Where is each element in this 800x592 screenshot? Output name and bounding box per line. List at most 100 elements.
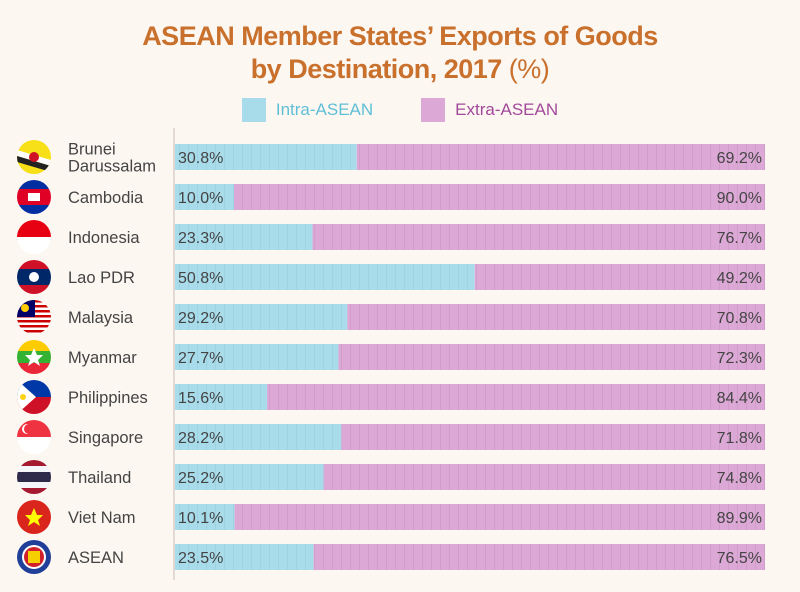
- category-label: Lao PDR: [68, 269, 135, 287]
- bar-extra-asean: [234, 184, 765, 210]
- legend-item-intra: Intra-ASEAN: [241, 98, 374, 122]
- data-label-extra: 89.9%: [717, 510, 762, 527]
- flag-body: [17, 180, 51, 214]
- data-label-extra: 90.0%: [717, 190, 762, 207]
- bar-row: Indonesia 23.3% 76.7%: [68, 224, 765, 250]
- bar-row: Cambodia 10.0% 90.0%: [68, 184, 765, 210]
- data-label-intra: 10.1%: [178, 510, 223, 527]
- category-label: Philippines: [68, 389, 148, 407]
- bar-row: ASEAN 23.5% 76.5%: [68, 544, 765, 570]
- bar-row: Philippines 15.6% 84.4%: [68, 384, 765, 410]
- laos-flag-icon: [17, 260, 51, 294]
- flag-part: [17, 380, 36, 414]
- flag-part: [17, 363, 51, 374]
- flag-part: [17, 285, 51, 294]
- flag-body: [17, 380, 51, 414]
- data-label-intra: 10.0%: [178, 190, 223, 207]
- data-label-intra: 29.2%: [178, 310, 223, 327]
- legend-label-intra: Intra-ASEAN: [275, 100, 374, 119]
- legend-label-extra: Extra-ASEAN: [455, 100, 559, 119]
- bar-extra-asean: [474, 264, 765, 290]
- flag-part: [17, 180, 51, 189]
- category-label: Thailand: [68, 469, 131, 487]
- data-label-intra: 23.3%: [178, 230, 223, 247]
- data-label-intra: 15.6%: [178, 390, 223, 407]
- bar-intra-asean: [175, 384, 268, 410]
- bar-intra-asean: [175, 304, 348, 330]
- brunei-flag-icon: [17, 140, 51, 174]
- flag-part: [17, 320, 51, 323]
- bar-row: Lao PDR 50.8% 49.2%: [68, 264, 765, 290]
- flag-body: [17, 300, 51, 334]
- bar-row: Singapore 28.2% 71.8%: [68, 424, 765, 450]
- chart-title-line2: by Destination, 2017: [250, 54, 503, 84]
- bar-row: Viet Nam 10.1% 89.9%: [68, 504, 766, 530]
- category-label: ASEAN: [68, 549, 124, 567]
- data-label-intra: 23.5%: [178, 550, 223, 567]
- flag-part: [20, 394, 26, 400]
- flag-part: [17, 482, 51, 488]
- myanmar-flag-icon: [17, 340, 51, 374]
- category-label: Darussalam: [68, 158, 156, 176]
- bar-row: Myanmar 27.7% 72.3%: [68, 344, 765, 370]
- philippines-flag-icon: [17, 380, 51, 414]
- bar-extra-asean: [267, 384, 765, 410]
- category-label: Viet Nam: [68, 509, 136, 527]
- bar-intra-asean: [175, 264, 475, 290]
- bar-extra-asean: [356, 144, 765, 170]
- vietnam-flag-icon: [17, 500, 51, 534]
- legend-item-extra: Extra-ASEAN: [421, 98, 558, 122]
- flag-part: [17, 156, 51, 172]
- data-label-intra: 30.8%: [178, 150, 223, 167]
- flag-part: [17, 237, 51, 254]
- flag-body: [17, 220, 51, 254]
- bar-extra-asean: [313, 544, 765, 570]
- flag-part: [29, 152, 39, 162]
- flag-part: [17, 488, 51, 494]
- bar-intra-asean: [175, 504, 235, 530]
- flag-part: [17, 460, 51, 466]
- flag-part: [17, 330, 51, 333]
- flag-part: [24, 424, 34, 434]
- flag-part: [17, 437, 51, 454]
- data-label-intra: 28.2%: [178, 430, 223, 447]
- flag-part: [17, 260, 51, 269]
- chart-title-line1: ASEAN Member States’ Exports of Goods: [142, 21, 658, 51]
- data-label-intra: 25.2%: [178, 470, 223, 487]
- flag-part: [17, 322, 51, 325]
- flag-part: [17, 340, 51, 351]
- data-label-extra: 76.5%: [717, 550, 762, 567]
- bar-intra-asean: [175, 424, 342, 450]
- flag-body: [17, 340, 51, 374]
- flag-body: [17, 460, 51, 494]
- flag-part: [21, 304, 29, 312]
- category-label: Cambodia: [68, 189, 144, 207]
- bar-intra-asean: [175, 344, 339, 370]
- asean-emblem-icon: [17, 540, 51, 574]
- bar-intra-asean: [175, 464, 324, 490]
- category-label: Malaysia: [68, 309, 134, 327]
- data-label-extra: 49.2%: [717, 270, 762, 287]
- data-label-extra: 70.8%: [717, 310, 762, 327]
- flag-part: [17, 325, 51, 328]
- flag-body: [17, 140, 51, 174]
- data-label-extra: 74.8%: [717, 470, 762, 487]
- flag-part: [17, 205, 51, 214]
- malaysia-flag-icon: [17, 300, 51, 334]
- flag-body: [17, 500, 51, 534]
- flag-part: [28, 551, 40, 563]
- singapore-flag-icon: [17, 420, 51, 454]
- chart-title-line2-wrap: by Destination, 2017 (%): [0, 53, 800, 86]
- data-label-extra: 84.4%: [717, 390, 762, 407]
- category-label: Brunei: [68, 141, 116, 159]
- flag-part: [17, 220, 51, 237]
- flag-part: [17, 317, 51, 320]
- data-label-intra: 50.8%: [178, 270, 223, 287]
- chart-title-unit: (%): [508, 54, 550, 84]
- flag-body: [17, 420, 51, 454]
- flag-part: [17, 327, 51, 330]
- flag-body: [17, 540, 51, 574]
- legend-swatch-intra: [241, 98, 266, 122]
- flag-part: [28, 193, 40, 201]
